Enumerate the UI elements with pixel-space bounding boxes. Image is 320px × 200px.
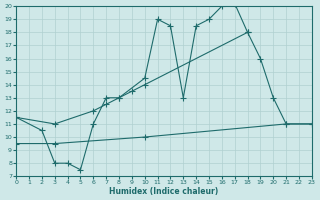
X-axis label: Humidex (Indice chaleur): Humidex (Indice chaleur)	[109, 187, 219, 196]
